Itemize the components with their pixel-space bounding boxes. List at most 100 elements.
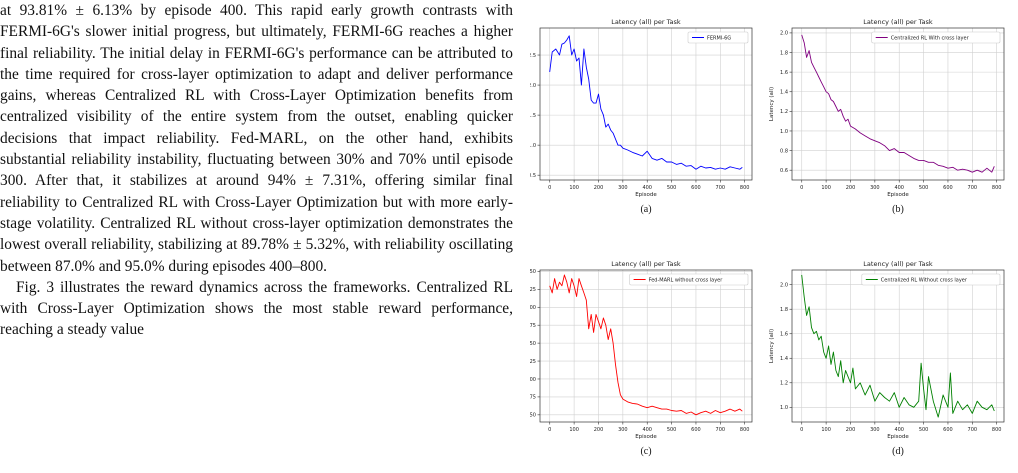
x-tick-label: 400 bbox=[894, 185, 904, 191]
y-tick-label: 2.5 bbox=[530, 53, 536, 59]
x-tick-label: 300 bbox=[618, 427, 628, 433]
y-tick-label: 1.6 bbox=[780, 332, 788, 338]
figure-caption: (b) bbox=[892, 204, 904, 215]
y-tick-label: 0.50 bbox=[530, 413, 536, 419]
paragraph: Fig. 3 illustrates the reward dynamics a… bbox=[0, 278, 513, 339]
x-tick-label: 300 bbox=[618, 185, 628, 191]
plot-frame bbox=[539, 27, 753, 181]
legend-label: FERMI-6G bbox=[707, 35, 731, 41]
x-tick-label: 800 bbox=[740, 185, 750, 191]
x-tick-label: 200 bbox=[594, 185, 604, 191]
x-tick-label: 400 bbox=[642, 185, 652, 191]
x-tick-label: 100 bbox=[569, 185, 579, 191]
y-tick-label: 1.4 bbox=[780, 356, 788, 362]
legend-box bbox=[687, 31, 749, 44]
x-tick-label: 400 bbox=[894, 427, 904, 433]
x-tick-label: 0 bbox=[548, 185, 551, 191]
series-line bbox=[801, 34, 995, 173]
x-tick-label: 100 bbox=[569, 427, 579, 433]
chart-panel: Latency (all) per Task 0 100 200 300 400 500 60… bbox=[769, 260, 1005, 457]
legend-label: Centralized RL Without cross layer bbox=[881, 277, 968, 283]
x-tick-label: 800 bbox=[992, 427, 1002, 433]
chart-panel: Latency (all) per Task 0 100 200 300 400 500 60… bbox=[769, 18, 1005, 215]
x-tick-label: 800 bbox=[740, 427, 750, 433]
y-tick-label: 1.00 bbox=[530, 377, 536, 383]
x-tick-label: 500 bbox=[667, 427, 677, 433]
x-tick-label: 0 bbox=[800, 185, 803, 191]
y-tick-label: 1.75 bbox=[530, 323, 536, 329]
x-tick-label: 800 bbox=[992, 185, 1002, 191]
x-tick-label: 500 bbox=[667, 185, 677, 191]
chart-title: Latency (all) per Task bbox=[863, 18, 933, 26]
body-text-column: at 93.81% ± 6.13% by episode 400. This r… bbox=[0, 0, 513, 468]
y-tick-label: 1.8 bbox=[780, 50, 788, 56]
y-axis-label: Latency (all) bbox=[769, 87, 775, 121]
x-tick-label: 600 bbox=[943, 427, 953, 433]
x-tick-label: 100 bbox=[821, 427, 831, 433]
x-tick-label: 500 bbox=[919, 185, 929, 191]
y-tick-label: 1.8 bbox=[780, 307, 788, 313]
x-tick-label: 700 bbox=[716, 185, 726, 191]
legend-label: Fed-MARL without cross layer bbox=[649, 277, 724, 283]
x-tick-label: 300 bbox=[870, 185, 880, 191]
x-tick-label: 0 bbox=[800, 427, 803, 433]
x-tick-label: 700 bbox=[716, 427, 726, 433]
series-line bbox=[549, 35, 743, 170]
paragraph: at 93.81% ± 6.13% by episode 400. This r… bbox=[0, 2, 513, 275]
x-tick-label: 600 bbox=[691, 185, 701, 191]
series-line bbox=[549, 274, 743, 416]
y-tick-label: 0.8 bbox=[780, 148, 788, 154]
legend-box bbox=[871, 31, 1001, 44]
legend-box bbox=[629, 273, 749, 286]
x-tick-label: 600 bbox=[691, 427, 701, 433]
y-tick-label: 1.25 bbox=[530, 359, 536, 365]
x-axis-label: Episode bbox=[887, 434, 909, 440]
y-tick-label: 1.50 bbox=[530, 341, 536, 347]
chart-title: Latency (all) per Task bbox=[611, 260, 681, 268]
y-tick-label: 0.6 bbox=[780, 168, 788, 174]
x-tick-label: 200 bbox=[846, 185, 856, 191]
figure-caption: (c) bbox=[640, 446, 651, 457]
y-tick-label: 0.75 bbox=[530, 395, 536, 401]
x-tick-label: 200 bbox=[594, 427, 604, 433]
chart-panel: Latency (all) per Task 0 100 200 300 400 500 60… bbox=[517, 260, 753, 457]
y-tick-label: 1.0 bbox=[780, 405, 788, 411]
x-tick-label: 100 bbox=[821, 185, 831, 191]
x-tick-label: 300 bbox=[870, 427, 880, 433]
x-tick-label: 400 bbox=[642, 427, 652, 433]
y-axis-label: Latency (all) bbox=[769, 329, 775, 363]
x-tick-label: 700 bbox=[968, 427, 978, 433]
x-axis-label: Episode bbox=[635, 434, 657, 440]
y-tick-label: 1.2 bbox=[780, 109, 788, 115]
y-tick-label: 1.5 bbox=[530, 113, 536, 119]
plot-frame bbox=[791, 269, 1005, 423]
chart-title: Latency (all) per Task bbox=[863, 260, 933, 268]
y-tick-label: 2.50 bbox=[530, 269, 536, 275]
plot-frame bbox=[791, 27, 1005, 181]
legend-label: Centralized RL With cross layer bbox=[891, 35, 970, 41]
y-tick-label: 0.5 bbox=[530, 173, 536, 179]
figure-caption: (d) bbox=[892, 446, 904, 457]
figure-caption: (a) bbox=[640, 204, 651, 215]
x-tick-label: 500 bbox=[919, 427, 929, 433]
y-tick-label: 1.2 bbox=[780, 381, 788, 387]
y-tick-label: 1.0 bbox=[530, 143, 536, 149]
x-axis-label: Episode bbox=[887, 192, 909, 198]
y-tick-label: 1.0 bbox=[780, 129, 788, 135]
plot-frame bbox=[539, 269, 753, 423]
chart-panel: Latency (all) per Task 0 100 200 300 400 500 60… bbox=[517, 18, 753, 215]
latency-figure: Latency (all) per Task 0 100 200 300 400 500 60… bbox=[517, 18, 1005, 457]
y-tick-label: 1.6 bbox=[780, 70, 788, 76]
x-tick-label: 700 bbox=[968, 185, 978, 191]
y-tick-label: 2.0 bbox=[530, 83, 536, 89]
x-axis-label: Episode bbox=[635, 192, 657, 198]
x-tick-label: 200 bbox=[846, 427, 856, 433]
x-tick-label: 0 bbox=[548, 427, 551, 433]
y-tick-label: 2.0 bbox=[780, 283, 788, 289]
x-tick-label: 600 bbox=[943, 185, 953, 191]
legend-box bbox=[861, 273, 1001, 286]
chart-title: Latency (all) per Task bbox=[611, 18, 681, 26]
series-line bbox=[801, 274, 995, 418]
y-tick-label: 2.0 bbox=[780, 31, 788, 37]
y-tick-label: 2.00 bbox=[530, 305, 536, 311]
